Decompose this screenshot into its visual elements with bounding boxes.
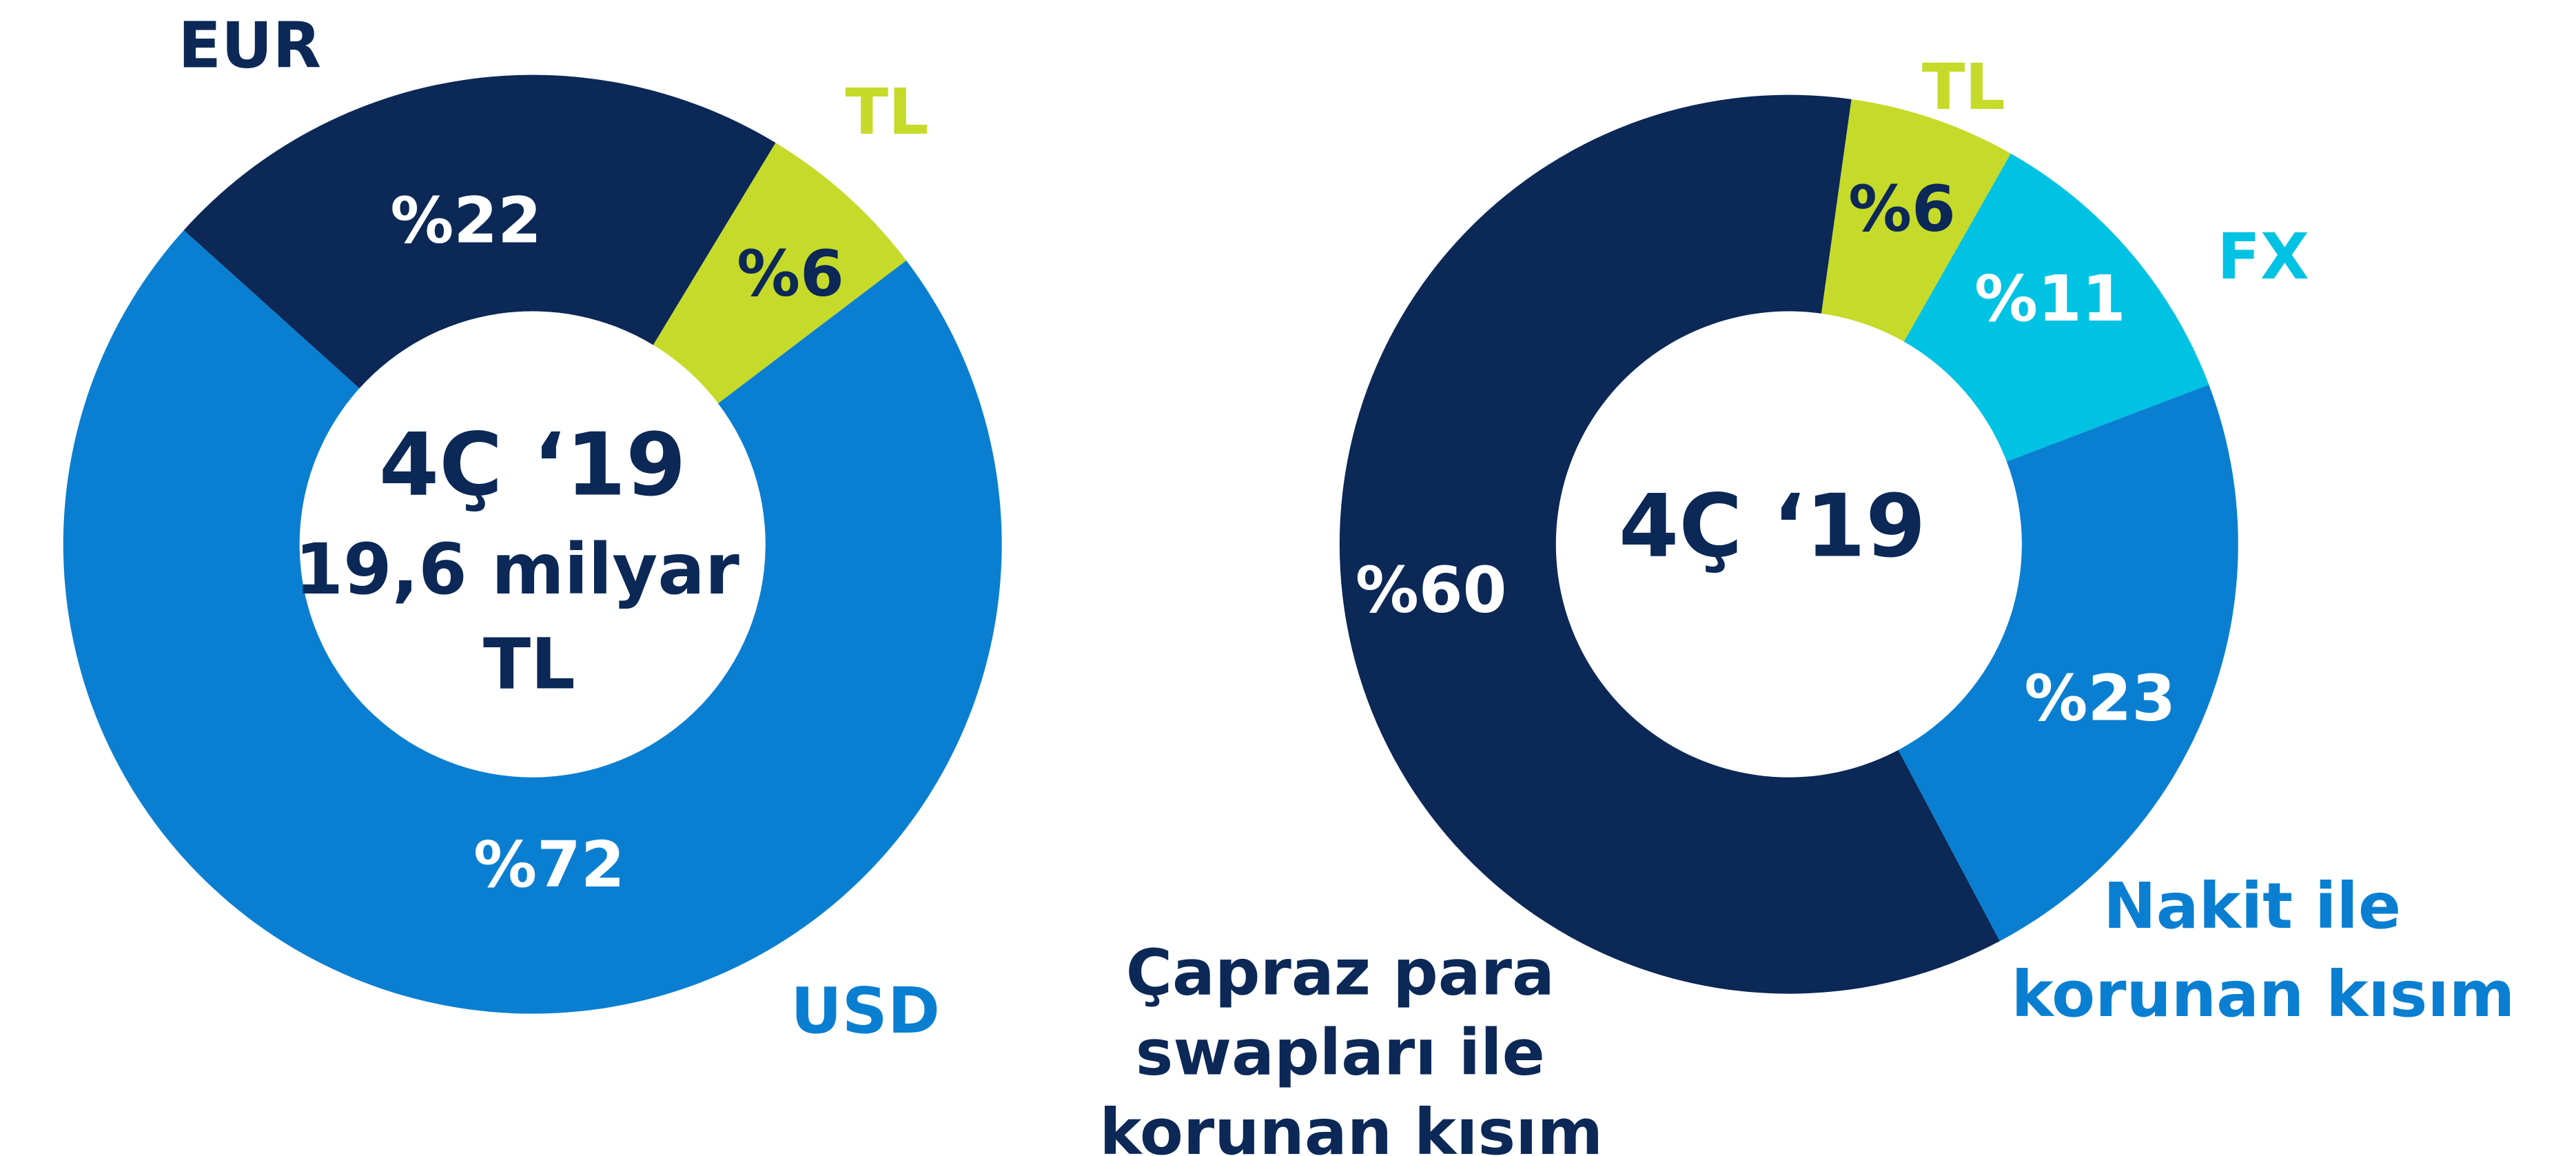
center-label: 4Ç ‘19 bbox=[1619, 476, 1926, 577]
category-label: TL bbox=[1922, 50, 2005, 124]
center-label: 19,6 milyar TL bbox=[295, 529, 764, 705]
donut-slice bbox=[1903, 153, 2209, 462]
center-label: 4Ç ‘19 bbox=[379, 414, 686, 516]
category-label: Çapraz para swapları ile korunan kısım bbox=[1099, 936, 1603, 1156]
category-label: TL bbox=[846, 75, 929, 149]
donut-slice bbox=[1821, 99, 2011, 342]
value-label: %72 bbox=[473, 828, 625, 902]
value-label: %6 bbox=[737, 237, 844, 311]
donut-slice bbox=[1898, 385, 2238, 942]
value-label: %60 bbox=[1356, 553, 1507, 627]
value-label: %23 bbox=[2025, 661, 2176, 735]
category-label: USD bbox=[790, 974, 940, 1048]
value-label: %22 bbox=[390, 183, 542, 257]
value-label: %11 bbox=[1974, 262, 2126, 336]
category-label: FX bbox=[2217, 220, 2309, 294]
value-label: %6 bbox=[1848, 172, 1956, 245]
donut-slice bbox=[63, 230, 1002, 1014]
category-label: Nakit ile korunan kısım bbox=[2012, 869, 2515, 1031]
donut-slice bbox=[653, 143, 907, 404]
donut-slice bbox=[1339, 94, 2000, 994]
donut-slice bbox=[183, 74, 776, 389]
category-label: EUR bbox=[178, 9, 321, 83]
